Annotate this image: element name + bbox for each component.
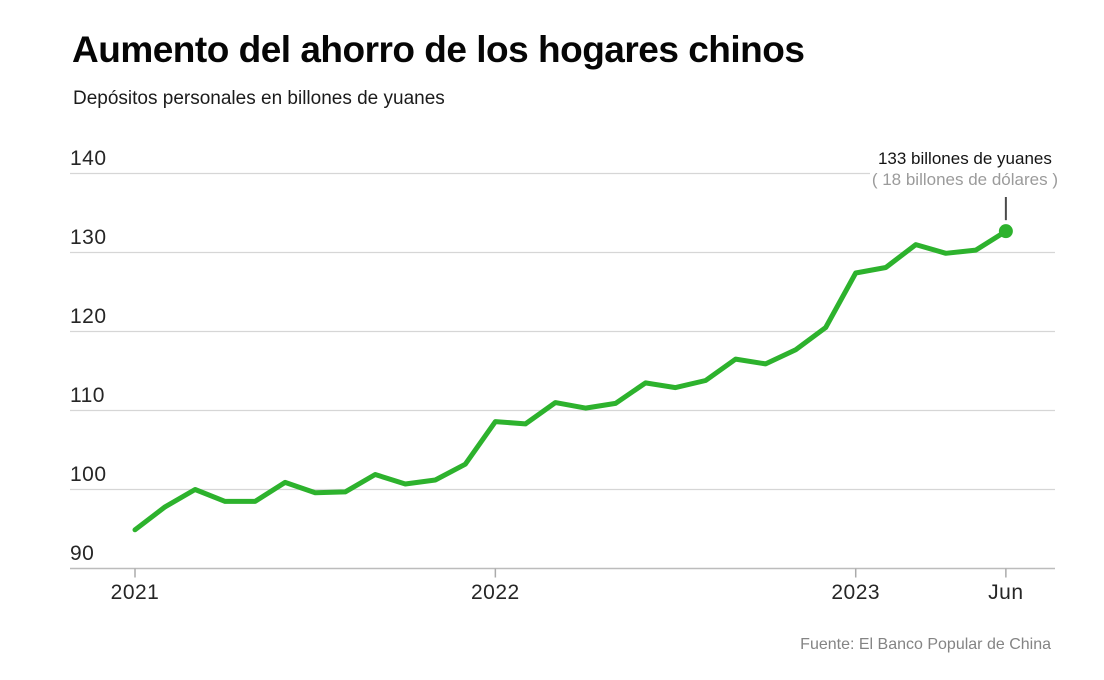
chart-subtitle: Depósitos personales en billones de yuan…	[73, 88, 445, 109]
y-axis-label-90: 90	[70, 541, 95, 565]
y-axis-label-130: 130	[70, 225, 107, 249]
x-axis-label-2021: 2021	[110, 581, 160, 604]
x-axis-label-2023: 2023	[831, 581, 881, 604]
deposits-series-line	[132, 228, 1009, 533]
chart-title: Aumento del ahorro de los hogares chinos	[72, 29, 805, 70]
y-axis-label-140: 140	[70, 146, 107, 170]
source-credit: Fuente: El Banco Popular de China	[800, 636, 1051, 653]
latest-value-callout: 133 billones de yuanes ( 18 billones de …	[869, 148, 1060, 192]
callout-secondary-text: ( 18 billones de dólares )	[871, 170, 1058, 189]
x-axis-label-Jun: Jun	[988, 581, 1024, 604]
gridlines	[70, 172, 1055, 491]
latest-value-dot	[998, 224, 1013, 239]
y-axis-label-100: 100	[70, 462, 107, 486]
y-axis-label-110: 110	[70, 383, 105, 407]
y-axis-label-120: 120	[70, 304, 107, 328]
x-axis-ticks	[134, 568, 1007, 578]
x-axis-label-2022: 2022	[471, 581, 520, 604]
callout-primary-text: 133 billones de yuanes	[877, 149, 1052, 168]
